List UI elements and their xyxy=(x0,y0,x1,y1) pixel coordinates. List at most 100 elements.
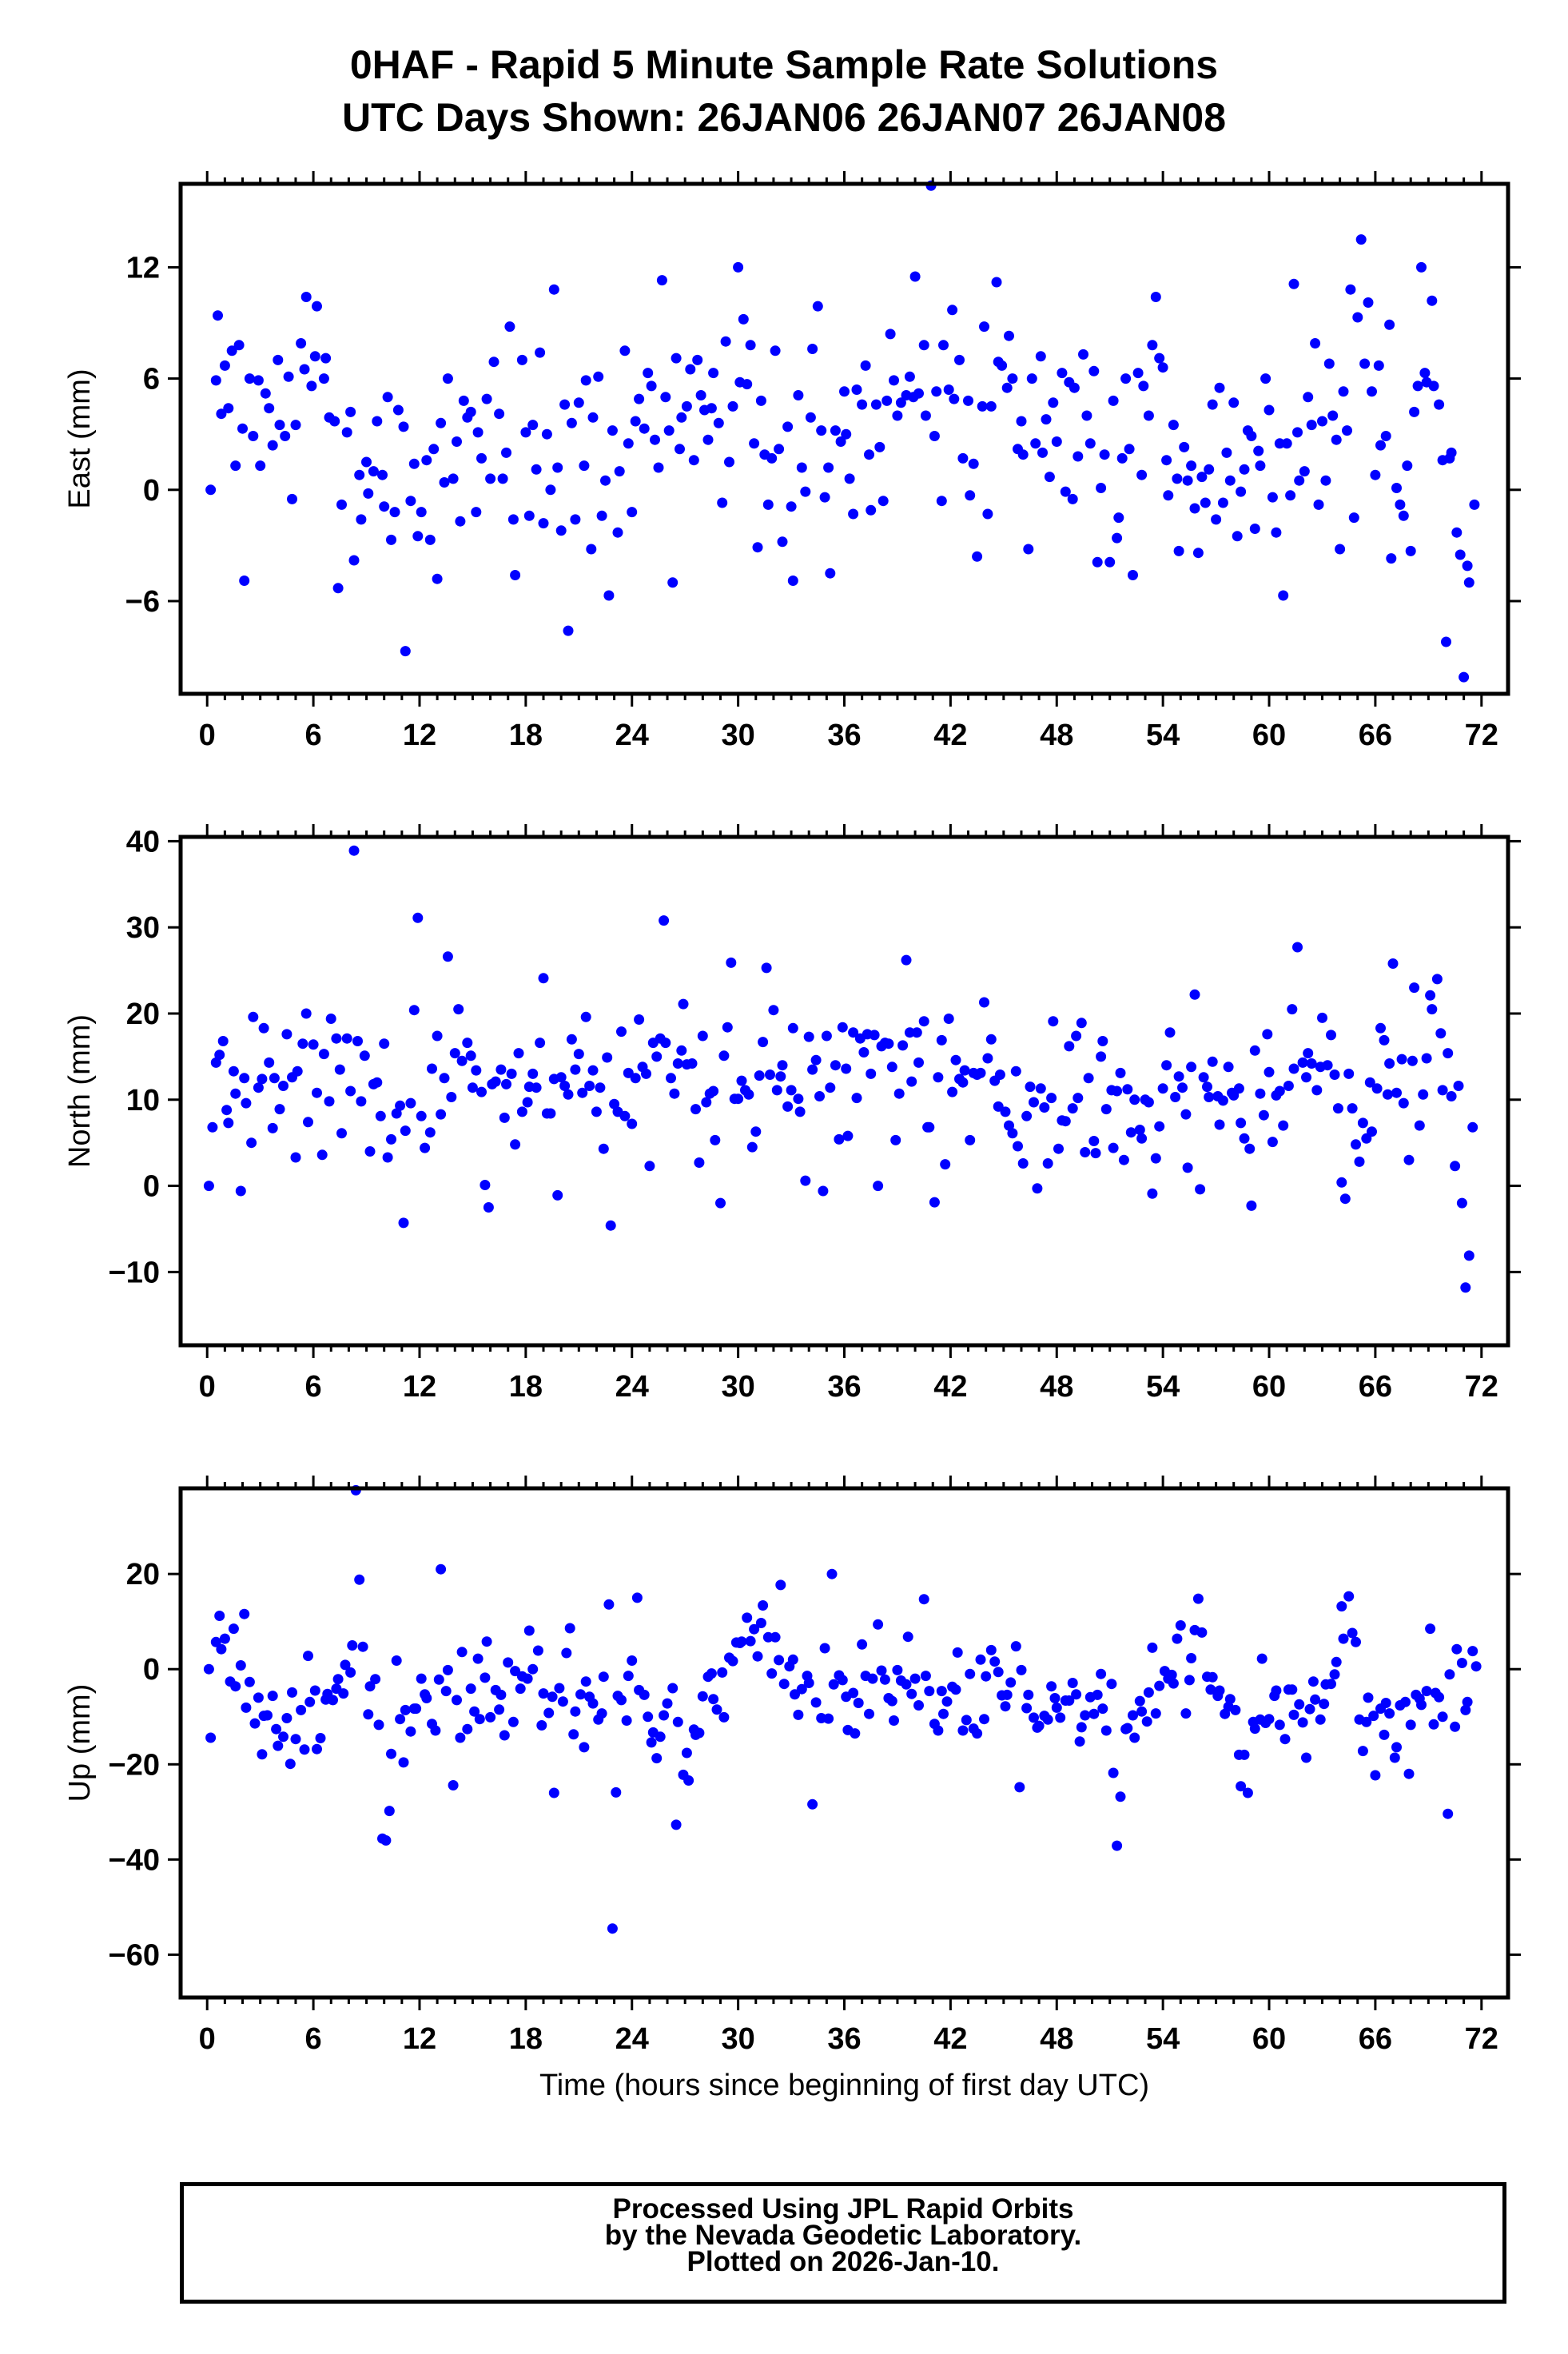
data-point xyxy=(274,420,285,431)
data-point xyxy=(352,1036,363,1046)
data-point xyxy=(1182,475,1193,486)
data-point xyxy=(1405,545,1416,556)
data-point xyxy=(924,1686,935,1697)
data-point xyxy=(1141,1716,1152,1727)
data-point xyxy=(1164,1027,1176,1038)
data-point xyxy=(627,507,638,518)
data-point xyxy=(278,1081,289,1091)
data-point xyxy=(1398,1097,1409,1109)
data-point xyxy=(1367,1126,1377,1137)
y-tick-label: −40 xyxy=(109,1843,160,1877)
data-point xyxy=(985,400,997,412)
data-point xyxy=(943,384,954,395)
x-tick-label: 42 xyxy=(933,2022,967,2056)
data-point xyxy=(563,625,574,636)
data-point xyxy=(226,345,237,356)
data-point xyxy=(1434,1691,1445,1703)
data-point xyxy=(1437,1085,1448,1096)
data-point xyxy=(623,438,634,449)
data-point xyxy=(456,1055,468,1066)
data-point xyxy=(1041,414,1052,425)
data-point xyxy=(296,1704,307,1715)
data-point xyxy=(354,469,365,480)
data-point xyxy=(357,1641,368,1652)
data-point xyxy=(1288,1709,1299,1720)
data-point xyxy=(938,340,949,351)
y-tick-label: 10 xyxy=(126,1084,160,1117)
data-point xyxy=(851,384,862,395)
data-point xyxy=(483,1202,494,1213)
data-point xyxy=(1154,1680,1165,1691)
data-point xyxy=(656,275,667,286)
data-point xyxy=(596,1708,607,1719)
data-point xyxy=(1088,1136,1100,1146)
data-point xyxy=(1379,1034,1390,1046)
data-point xyxy=(538,518,549,529)
data-point xyxy=(340,1659,351,1671)
data-point xyxy=(516,354,527,365)
data-point xyxy=(1039,1102,1050,1113)
x-tick-label: 54 xyxy=(1146,1370,1180,1404)
data-point xyxy=(1431,974,1443,985)
data-point xyxy=(1000,1701,1011,1712)
data-point xyxy=(1384,319,1395,330)
data-point xyxy=(1211,514,1222,525)
data-point xyxy=(812,301,823,312)
data-point xyxy=(1359,358,1371,369)
data-point xyxy=(490,1076,501,1087)
data-point xyxy=(616,1695,627,1706)
data-point xyxy=(416,1673,427,1684)
data-point xyxy=(1230,1704,1241,1715)
data-point xyxy=(246,1137,257,1149)
data-point xyxy=(1274,438,1285,449)
data-point xyxy=(1166,1669,1177,1680)
data-point xyxy=(1407,1055,1418,1066)
data-point xyxy=(902,1631,913,1643)
data-point xyxy=(536,1720,547,1731)
data-point xyxy=(1317,1012,1327,1023)
data-point xyxy=(828,1679,839,1690)
x-tick-label: 42 xyxy=(933,1370,967,1404)
data-point xyxy=(386,1133,396,1145)
data-point xyxy=(901,954,912,966)
data-point xyxy=(538,1688,549,1699)
data-point xyxy=(216,1643,227,1655)
y-tick-label: 0 xyxy=(143,1653,160,1687)
data-point xyxy=(1025,1081,1036,1093)
x-tick-label: 0 xyxy=(199,2022,216,2056)
data-point xyxy=(1217,1095,1228,1106)
data-point xyxy=(370,1674,381,1685)
data-point xyxy=(253,375,264,386)
x-tick-label: 54 xyxy=(1146,2022,1180,2056)
data-point xyxy=(564,1623,575,1634)
data-point xyxy=(634,393,645,404)
data-point xyxy=(1017,449,1029,460)
data-point xyxy=(1033,1720,1045,1731)
data-point xyxy=(1258,1109,1269,1121)
data-point xyxy=(1260,373,1272,384)
data-point xyxy=(408,1005,420,1016)
data-point xyxy=(675,444,685,455)
chart-title: 0HAF - Rapid 5 Minute Sample Rate Soluti… xyxy=(0,38,1568,144)
data-point xyxy=(432,573,443,584)
data-point xyxy=(1453,1081,1464,1091)
data-point xyxy=(893,1088,905,1099)
data-point xyxy=(1147,1642,1158,1653)
data-point xyxy=(949,393,960,404)
data-point xyxy=(1297,1057,1308,1068)
data-point xyxy=(672,1716,683,1727)
data-point xyxy=(819,1643,830,1654)
data-point xyxy=(823,1713,834,1724)
data-point xyxy=(644,1161,655,1172)
data-point xyxy=(671,353,682,364)
data-point xyxy=(1451,527,1463,538)
data-point xyxy=(743,1089,754,1100)
data-point xyxy=(566,417,577,428)
data-point xyxy=(972,551,983,562)
data-point xyxy=(1071,1689,1082,1700)
data-point xyxy=(554,1683,565,1694)
data-point xyxy=(1351,1636,1361,1647)
data-point xyxy=(1327,410,1339,421)
data-point xyxy=(480,1672,491,1683)
x-tick-label: 72 xyxy=(1465,719,1498,752)
